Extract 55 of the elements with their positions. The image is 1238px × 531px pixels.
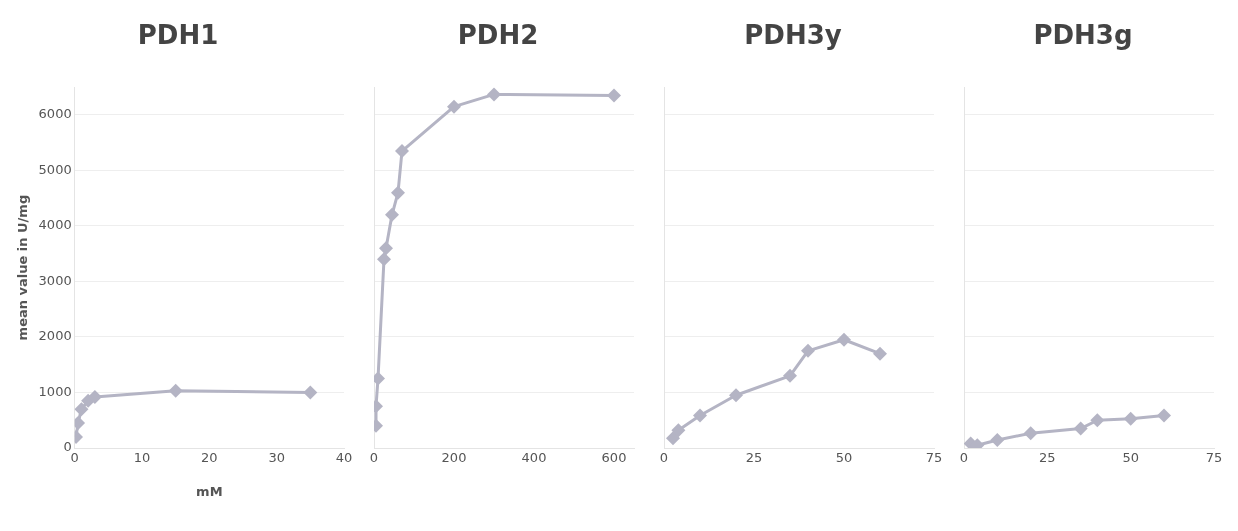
y-tick-label: 6000 bbox=[38, 106, 72, 122]
chart-title: PDH1 bbox=[137, 20, 219, 51]
chart-title: PDH3g bbox=[1033, 20, 1133, 51]
x-tick-label: 75 bbox=[1205, 450, 1223, 466]
x-tick-label: 10 bbox=[133, 450, 151, 466]
point bbox=[1073, 421, 1088, 436]
point bbox=[447, 99, 461, 114]
x-tick-label: 30 bbox=[268, 450, 285, 466]
chart-title: PDH3y bbox=[744, 20, 842, 51]
point bbox=[379, 241, 393, 256]
point bbox=[1090, 413, 1105, 428]
y-axis-title: mean value in U/mg bbox=[15, 194, 31, 341]
x-tick-label: 0 bbox=[369, 450, 379, 466]
chart-title: PDH2 bbox=[457, 20, 539, 51]
y-tick-label: 2000 bbox=[38, 328, 72, 344]
point bbox=[385, 207, 399, 222]
y-tick-label: 3000 bbox=[38, 272, 72, 288]
point bbox=[377, 252, 391, 267]
point bbox=[168, 383, 183, 398]
point bbox=[783, 368, 797, 383]
x-tick-label: 25 bbox=[1039, 450, 1056, 466]
x-tick-label: 0 bbox=[959, 450, 969, 466]
x-tick-label: 0 bbox=[659, 450, 669, 466]
x-tick-label: 50 bbox=[1122, 450, 1139, 466]
x-tick-label: 50 bbox=[835, 450, 853, 466]
point bbox=[87, 389, 102, 404]
y-tick-label: 1000 bbox=[38, 383, 72, 399]
point bbox=[391, 185, 405, 200]
point bbox=[729, 388, 743, 403]
point bbox=[1157, 408, 1171, 423]
x-axis-title: mM bbox=[196, 483, 223, 499]
x-tick-label: 75 bbox=[925, 450, 943, 466]
x-tick-label: 600 bbox=[601, 450, 627, 466]
y-tick-label: 0 bbox=[63, 439, 72, 455]
point bbox=[303, 385, 318, 400]
point bbox=[693, 408, 707, 423]
point bbox=[395, 144, 409, 159]
point bbox=[666, 431, 680, 446]
x-tick-label: 20 bbox=[201, 450, 218, 466]
point bbox=[837, 332, 851, 347]
point bbox=[74, 402, 89, 417]
point bbox=[487, 87, 501, 102]
point bbox=[671, 423, 686, 438]
point bbox=[1023, 426, 1038, 441]
y-tick-label: 4000 bbox=[38, 217, 72, 233]
point bbox=[990, 432, 1005, 447]
point bbox=[607, 88, 621, 103]
x-tick-label: 400 bbox=[521, 450, 547, 466]
x-tick-label: 25 bbox=[745, 450, 763, 466]
y-tick-label: 5000 bbox=[38, 161, 72, 177]
point bbox=[1123, 411, 1138, 426]
point bbox=[801, 343, 815, 358]
x-tick-label: 200 bbox=[441, 450, 467, 466]
point bbox=[873, 346, 887, 361]
x-tick-label: 40 bbox=[335, 450, 353, 466]
